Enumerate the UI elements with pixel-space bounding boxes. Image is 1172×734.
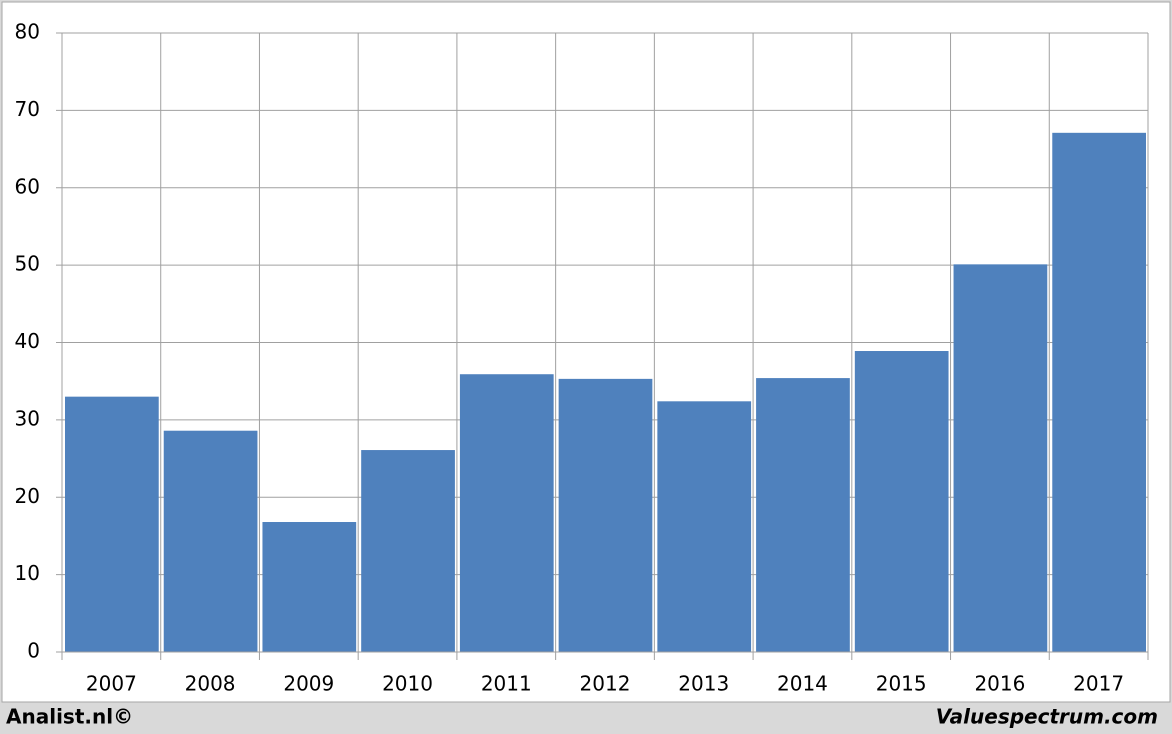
bar xyxy=(459,374,554,652)
y-tick-label: 20 xyxy=(15,484,40,508)
x-tick-label: 2011 xyxy=(481,672,532,696)
bar xyxy=(65,396,159,652)
x-tick-label: 2007 xyxy=(86,672,137,696)
x-tick-label: 2012 xyxy=(580,672,631,696)
x-tick-label: 2017 xyxy=(1073,672,1124,696)
y-tick-label: 30 xyxy=(15,406,40,430)
bar xyxy=(558,378,653,652)
x-tick-label: 2015 xyxy=(876,672,927,696)
bar xyxy=(657,401,752,652)
footer-right: Valuespectrum.com xyxy=(936,705,1158,729)
x-tick-label: 2013 xyxy=(678,672,729,696)
x-tick-label: 2016 xyxy=(974,672,1025,696)
y-tick-label: 10 xyxy=(15,561,40,585)
x-tick-label: 2014 xyxy=(777,672,828,696)
bar xyxy=(953,264,1048,652)
y-tick-label: 70 xyxy=(15,97,40,121)
bar xyxy=(854,351,949,652)
x-tick-label: 2008 xyxy=(185,672,236,696)
x-tick-label: 2009 xyxy=(283,672,334,696)
bar xyxy=(1052,132,1146,653)
y-tick-label: 40 xyxy=(15,329,40,353)
y-tick-label: 50 xyxy=(15,252,40,276)
x-tick-label: 2010 xyxy=(382,672,433,696)
bar xyxy=(756,378,850,652)
y-tick-label: 60 xyxy=(15,174,40,198)
bar xyxy=(361,450,455,652)
y-tick-label: 80 xyxy=(15,20,40,44)
footer-left: Analist.nl© xyxy=(6,705,133,729)
y-tick-label: 0 xyxy=(27,639,40,663)
bar xyxy=(262,522,357,652)
bar xyxy=(163,430,258,652)
